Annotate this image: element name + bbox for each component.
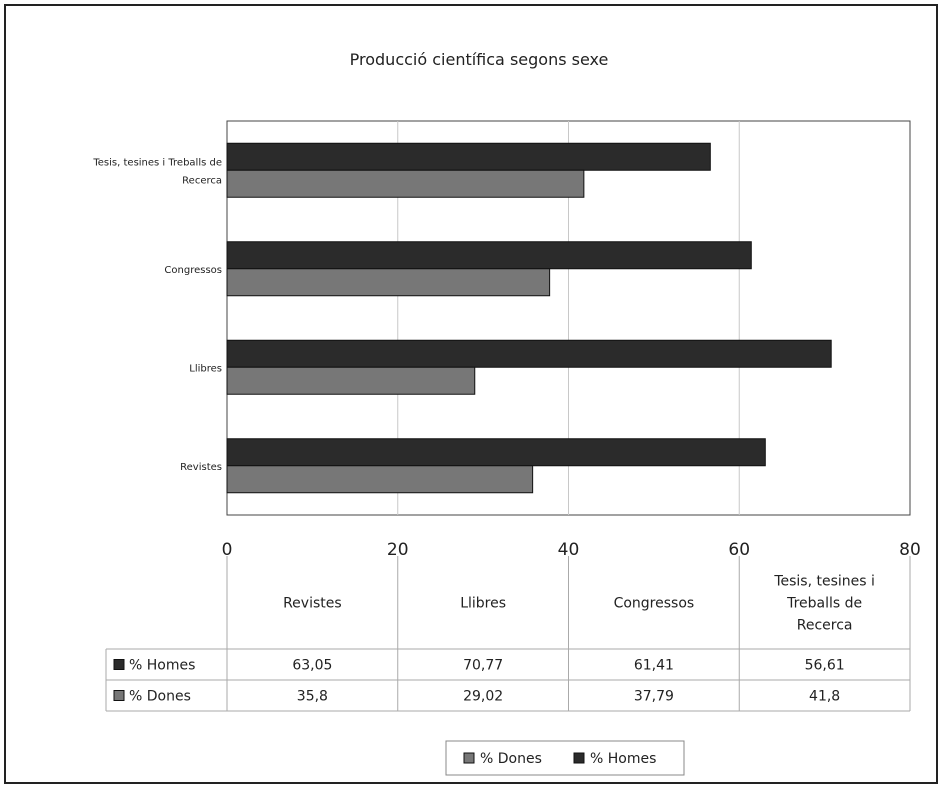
table-value: 70,77 — [463, 658, 503, 674]
data-table: Revistes Llibres Congressos Tesis, tesines … — [105, 556, 911, 712]
table-value: 41,8 — [809, 689, 840, 705]
x-tick-label: 60 — [728, 540, 750, 560]
category-label: Revistes — [180, 462, 222, 473]
legend-box — [445, 740, 685, 776]
bar-dones — [226, 465, 534, 494]
category-label: Recerca — [182, 175, 222, 186]
x-tick-label: 20 — [387, 540, 409, 560]
table-header: Tesis, tesines i — [773, 574, 875, 590]
category-labels: Revistes Llibres Congressos Tesis, tesines … — [92, 157, 222, 473]
chart-title: Producció científica segons sexe — [350, 50, 609, 69]
legend: % Dones % Homes — [445, 740, 685, 776]
chart: Producció científica segons sexe Reviste… — [92, 50, 921, 776]
legend-label: % Homes — [590, 751, 656, 767]
bar-dones — [226, 169, 585, 198]
table-legend-swatch — [113, 690, 125, 701]
table-value: 29,02 — [463, 689, 503, 705]
bar-homes — [226, 142, 711, 171]
category-label: Congressos — [164, 265, 222, 276]
legend-swatch — [463, 752, 475, 764]
bar-homes — [226, 241, 752, 270]
table-value: 61,41 — [634, 658, 674, 674]
bar-homes — [226, 339, 832, 368]
bar-dones — [226, 366, 476, 395]
table-legend-swatch — [113, 659, 125, 670]
category-label: Llibres — [189, 363, 222, 374]
chart-frame: Producció científica segons sexe Reviste… — [4, 4, 938, 784]
legend-swatch — [573, 752, 585, 764]
bar-homes — [226, 438, 766, 467]
table-header: Congressos — [614, 596, 695, 612]
table-header: Llibres — [460, 596, 506, 612]
x-tick-label: 40 — [558, 540, 580, 560]
x-tick-label: 0 — [222, 540, 233, 560]
table-header: Recerca — [797, 618, 853, 634]
table-series-label: % Homes — [129, 658, 195, 674]
table-value: 35,8 — [297, 689, 328, 705]
x-axis-ticks: 0 20 40 60 80 — [222, 540, 921, 560]
table-series-label: % Dones — [129, 689, 191, 705]
table-header: Treballs de — [786, 596, 862, 612]
category-label: Tesis, tesines i Treballs de — [92, 157, 222, 168]
bars — [226, 142, 832, 494]
bar-dones — [226, 268, 551, 297]
x-tick-label: 80 — [899, 540, 921, 560]
legend-label: % Dones — [480, 751, 542, 767]
table-value: 56,61 — [805, 658, 845, 674]
table-value: 37,79 — [634, 689, 674, 705]
table-header: Revistes — [283, 596, 342, 612]
table-value: 63,05 — [292, 658, 332, 674]
